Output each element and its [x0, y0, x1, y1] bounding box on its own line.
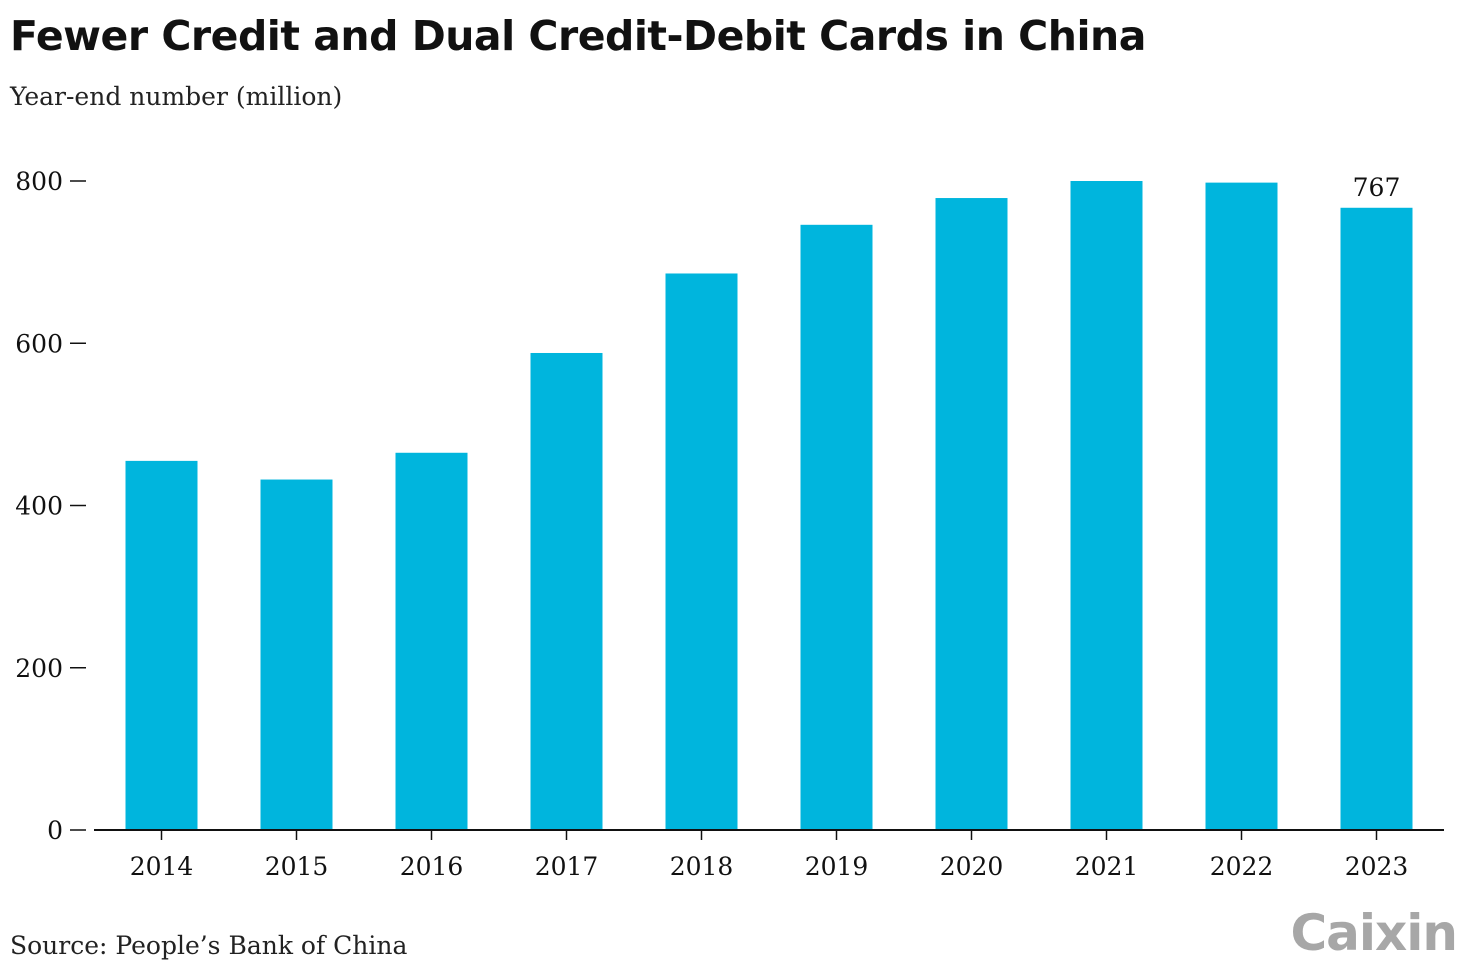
x-tick-label: 2014: [130, 852, 194, 881]
bar-2018: [665, 273, 738, 830]
x-tick-label: 2020: [940, 852, 1004, 881]
x-tick-label: 2021: [1075, 852, 1139, 881]
y-tick-label: 600: [15, 329, 63, 358]
chart-subtitle: Year-end number (million): [10, 82, 343, 111]
bar-2021: [1070, 181, 1143, 830]
brand-logo: Caixin: [1290, 904, 1458, 962]
source-note: Source: People’s Bank of China: [10, 931, 408, 960]
data-labels: 767: [1353, 173, 1401, 202]
y-tick-label: 400: [15, 492, 63, 521]
x-tick-label: 2022: [1210, 852, 1274, 881]
data-label: 767: [1353, 173, 1401, 202]
x-tick-label: 2023: [1345, 852, 1409, 881]
y-tick-label: 800: [15, 167, 63, 196]
bar-2017: [530, 352, 603, 830]
bar-2014: [125, 460, 198, 830]
bar-2020: [935, 198, 1008, 830]
bar-2022: [1205, 182, 1278, 830]
bar-2016: [395, 452, 468, 830]
x-tick-label: 2018: [670, 852, 734, 881]
x-tick-label: 2016: [400, 852, 464, 881]
x-tick-label: 2017: [535, 852, 599, 881]
x-axis: 2014 2015 2016 2017 2018 2019 2020 2021 2022 2023: [94, 829, 1444, 881]
x-tick-label: 2019: [805, 852, 869, 881]
x-tick-label: 2015: [265, 852, 329, 881]
bar-2019: [800, 224, 873, 830]
bars: [125, 181, 1413, 831]
y-axis: 0 200 400 600 800: [15, 167, 86, 845]
chart-title: Fewer Credit and Dual Credit-Debit Cards…: [10, 12, 1146, 60]
bar-2023: [1340, 207, 1413, 831]
bar-2015: [260, 479, 333, 830]
y-tick-label: 0: [47, 816, 63, 845]
y-tick-label: 200: [15, 654, 63, 683]
